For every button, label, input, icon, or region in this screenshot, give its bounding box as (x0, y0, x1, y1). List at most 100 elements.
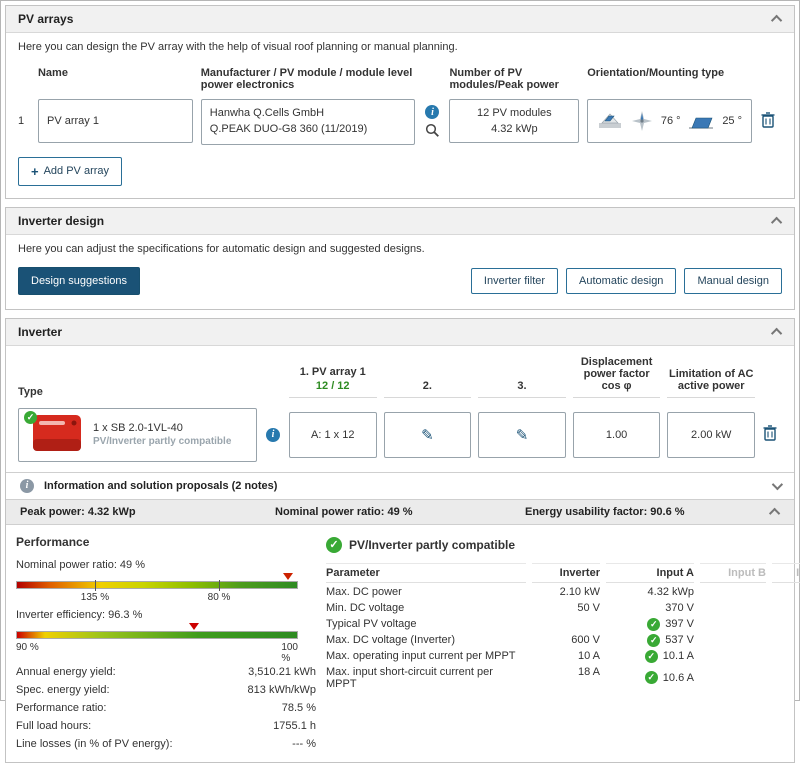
stat-full-load-hours: Full load hours: 1755.1 h (16, 720, 316, 733)
orientation-box[interactable]: 76 ° 25 ° (587, 99, 753, 143)
stat-spec-energy-yield: Spec. energy yield: 813 kWh/kWp (16, 684, 316, 697)
module-selector[interactable]: Hanwha Q.Cells GmbH Q.PEAK DUO-G8 360 (1… (200, 99, 416, 145)
stat-line-losses: Line losses (in % of PV energy): --- % (16, 738, 316, 751)
inverter-design-header[interactable]: Inverter design (6, 207, 794, 235)
design-suggestions-button[interactable]: Design suggestions (18, 266, 141, 295)
inverter-model: 1 x SB 2.0-1VL-40 (93, 422, 183, 435)
compat-row-param: Max. DC voltage (Inverter) (326, 633, 455, 646)
compat-header-input-c: Input C (772, 562, 800, 583)
compat-header-input-a: Input A (606, 562, 694, 583)
ok-check-icon: ✓ (647, 633, 661, 647)
array1-module-count: 12 / 12 (315, 379, 350, 392)
tilt-icon (689, 117, 714, 129)
column-header-array1: 1. PV array 1 12 / 12 (288, 366, 377, 398)
npr-tick-135: 135 % (80, 591, 110, 603)
column-header-cos-phi: Displacement power factor cos φ (572, 356, 661, 398)
npr-marker-icon (283, 572, 293, 580)
column-header-name: Name (37, 67, 68, 79)
ac-limit-value-box[interactable]: 2.00 kW (667, 411, 756, 458)
pv-arrays-section: PV arrays Here you can design the PV arr… (5, 5, 795, 199)
inverter-filter-button[interactable]: Inverter filter (470, 267, 559, 294)
edit-pencil-icon[interactable]: ✎ (421, 426, 434, 444)
compat-row-param: Max. operating input current per MPPT (326, 649, 516, 662)
compatibility-panel: ✓ PV/Inverter partly compatible Paramete… (326, 535, 800, 754)
inverter-image: ✓ (24, 410, 85, 457)
column-header-modules: Number of PV modules/Peak power (449, 67, 559, 91)
expand-chevron-down-icon[interactable] (771, 478, 784, 491)
inverter-compat-status: PV/Inverter partly compatible (93, 436, 232, 448)
mounting-type-icon (599, 113, 622, 128)
inverter-info-icon[interactable]: i (265, 427, 280, 442)
delete-pv-array-icon[interactable] (760, 111, 776, 129)
pv-array-name-input[interactable] (37, 99, 193, 143)
stat-performance-ratio: Performance ratio: 78.5 % (16, 702, 316, 715)
inverter-title: Inverter (18, 324, 63, 339)
summary-bar[interactable]: Peak power: 4.32 kWp Nominal power ratio… (6, 498, 794, 525)
collapse-chevron-up-icon[interactable] (770, 327, 783, 339)
array2-edit-box[interactable]: ✎ (383, 411, 472, 458)
inverter-row: ✓ 1 x SB 2.0-1VL-40 PV/Inverter partly c… (6, 402, 794, 472)
ok-check-icon: ✓ (644, 671, 658, 685)
compat-row-param: Max. input short-circuit current per MPP… (326, 665, 493, 690)
inverter-section: Inverter Type 1. PV array 1 12 / 12 2. 3… (5, 317, 800, 763)
inverter-detail-panel: Performance Nominal power ratio: 49 % 13… (6, 525, 800, 762)
compat-table: Parameter Inverter Input A Input B Input… (326, 562, 800, 690)
add-pv-array-button[interactable]: + Add PV array (18, 156, 123, 186)
inverter-type-box[interactable]: ✓ 1 x SB 2.0-1VL-40 PV/Inverter partly c… (18, 407, 257, 462)
eff-tick-90: 90 % (16, 641, 39, 653)
compat-header-input-b: Input B (700, 562, 766, 583)
compat-row-param: Typical PV voltage (326, 617, 417, 630)
collapse-chevron-up-icon[interactable] (770, 216, 783, 228)
stat-annual-energy-yield: Annual energy yield: 3,510.21 kWh (16, 665, 316, 678)
npr-label: Nominal power ratio: 49 % (16, 558, 146, 571)
efficiency-label: Inverter efficiency: 96.3 % (16, 608, 143, 621)
module-count-box[interactable]: 12 PV modules 4.32 kWp (449, 99, 580, 143)
eff-tick-100: 100 % (281, 641, 298, 664)
module-manufacturer: Hanwha Q.Cells GmbH (209, 107, 325, 119)
inverter-design-description: Here you can adjust the specifications f… (18, 242, 425, 255)
pv-arrays-table-header: Name Manufacturer / PV module / module l… (6, 57, 794, 93)
inverter-design-section: Inverter design Here you can adjust the … (5, 206, 795, 310)
column-header-3: 3. (478, 380, 566, 398)
cos-phi-value-box[interactable]: 1.00 (572, 411, 661, 458)
column-header-orientation: Orientation/Mounting type (587, 67, 725, 79)
pv-array-row: 1 Hanwha Q.Cells GmbH Q.PEAK DUO-G8 360 … (6, 93, 794, 151)
inverter-design-title: Inverter design (18, 213, 105, 228)
notes-bar[interactable]: i Information and solution proposals (2 … (6, 471, 794, 499)
module-search-icon[interactable] (425, 123, 440, 138)
inverter-efficiency-bar: 90 % 100 % (16, 622, 298, 664)
automatic-design-button[interactable]: Automatic design (566, 267, 677, 294)
array1-config-box[interactable]: A: 1 x 12 (288, 411, 377, 458)
ok-check-icon: ✓ (644, 649, 658, 663)
pv-arrays-description: Here you can design the PV array with th… (18, 41, 458, 53)
compat-row-param: Min. DC voltage (326, 601, 405, 614)
row-index: 1 (18, 115, 25, 127)
ok-check-icon: ✓ (647, 617, 661, 631)
module-model: Q.PEAK DUO-G8 360 (11/2019) (209, 122, 368, 135)
summary-peak-power: Peak power: 4.32 kWp (20, 505, 136, 518)
compat-row-param: Max. DC power (326, 585, 402, 598)
efficiency-marker-icon (189, 622, 199, 630)
performance-panel: Performance Nominal power ratio: 49 % 13… (16, 535, 326, 754)
inverter-header[interactable]: Inverter (6, 318, 794, 346)
delete-inverter-icon[interactable] (762, 424, 778, 442)
notes-label: Information and solution proposals (2 no… (44, 479, 278, 492)
azimuth-value: 76 ° (660, 115, 681, 127)
manual-design-button[interactable]: Manual design (684, 267, 782, 294)
edit-pencil-icon[interactable]: ✎ (515, 426, 529, 444)
collapse-chevron-up-icon[interactable] (770, 14, 783, 27)
module-info-icon[interactable]: i (425, 105, 440, 119)
compatible-check-icon: ✓ (24, 410, 37, 424)
pv-arrays-header[interactable]: PV arrays (6, 6, 794, 33)
nominal-power-ratio-bar: 135 % 80 % (16, 572, 298, 603)
tilt-value: 25 ° (722, 115, 743, 127)
npr-tick-80: 80 % (207, 591, 231, 603)
column-header-type: Type (18, 385, 43, 398)
pv-arrays-title: PV arrays (18, 12, 74, 26)
peak-power: 4.32 kWp (491, 123, 538, 135)
column-header-manufacturer: Manufacturer / PV module / module level … (200, 67, 413, 91)
performance-title: Performance (16, 534, 90, 549)
plus-icon: + (31, 163, 39, 179)
inverter-table-header: Type 1. PV array 1 12 / 12 2. 3. Displac… (6, 346, 794, 402)
array3-edit-box[interactable]: ✎ (478, 411, 566, 458)
